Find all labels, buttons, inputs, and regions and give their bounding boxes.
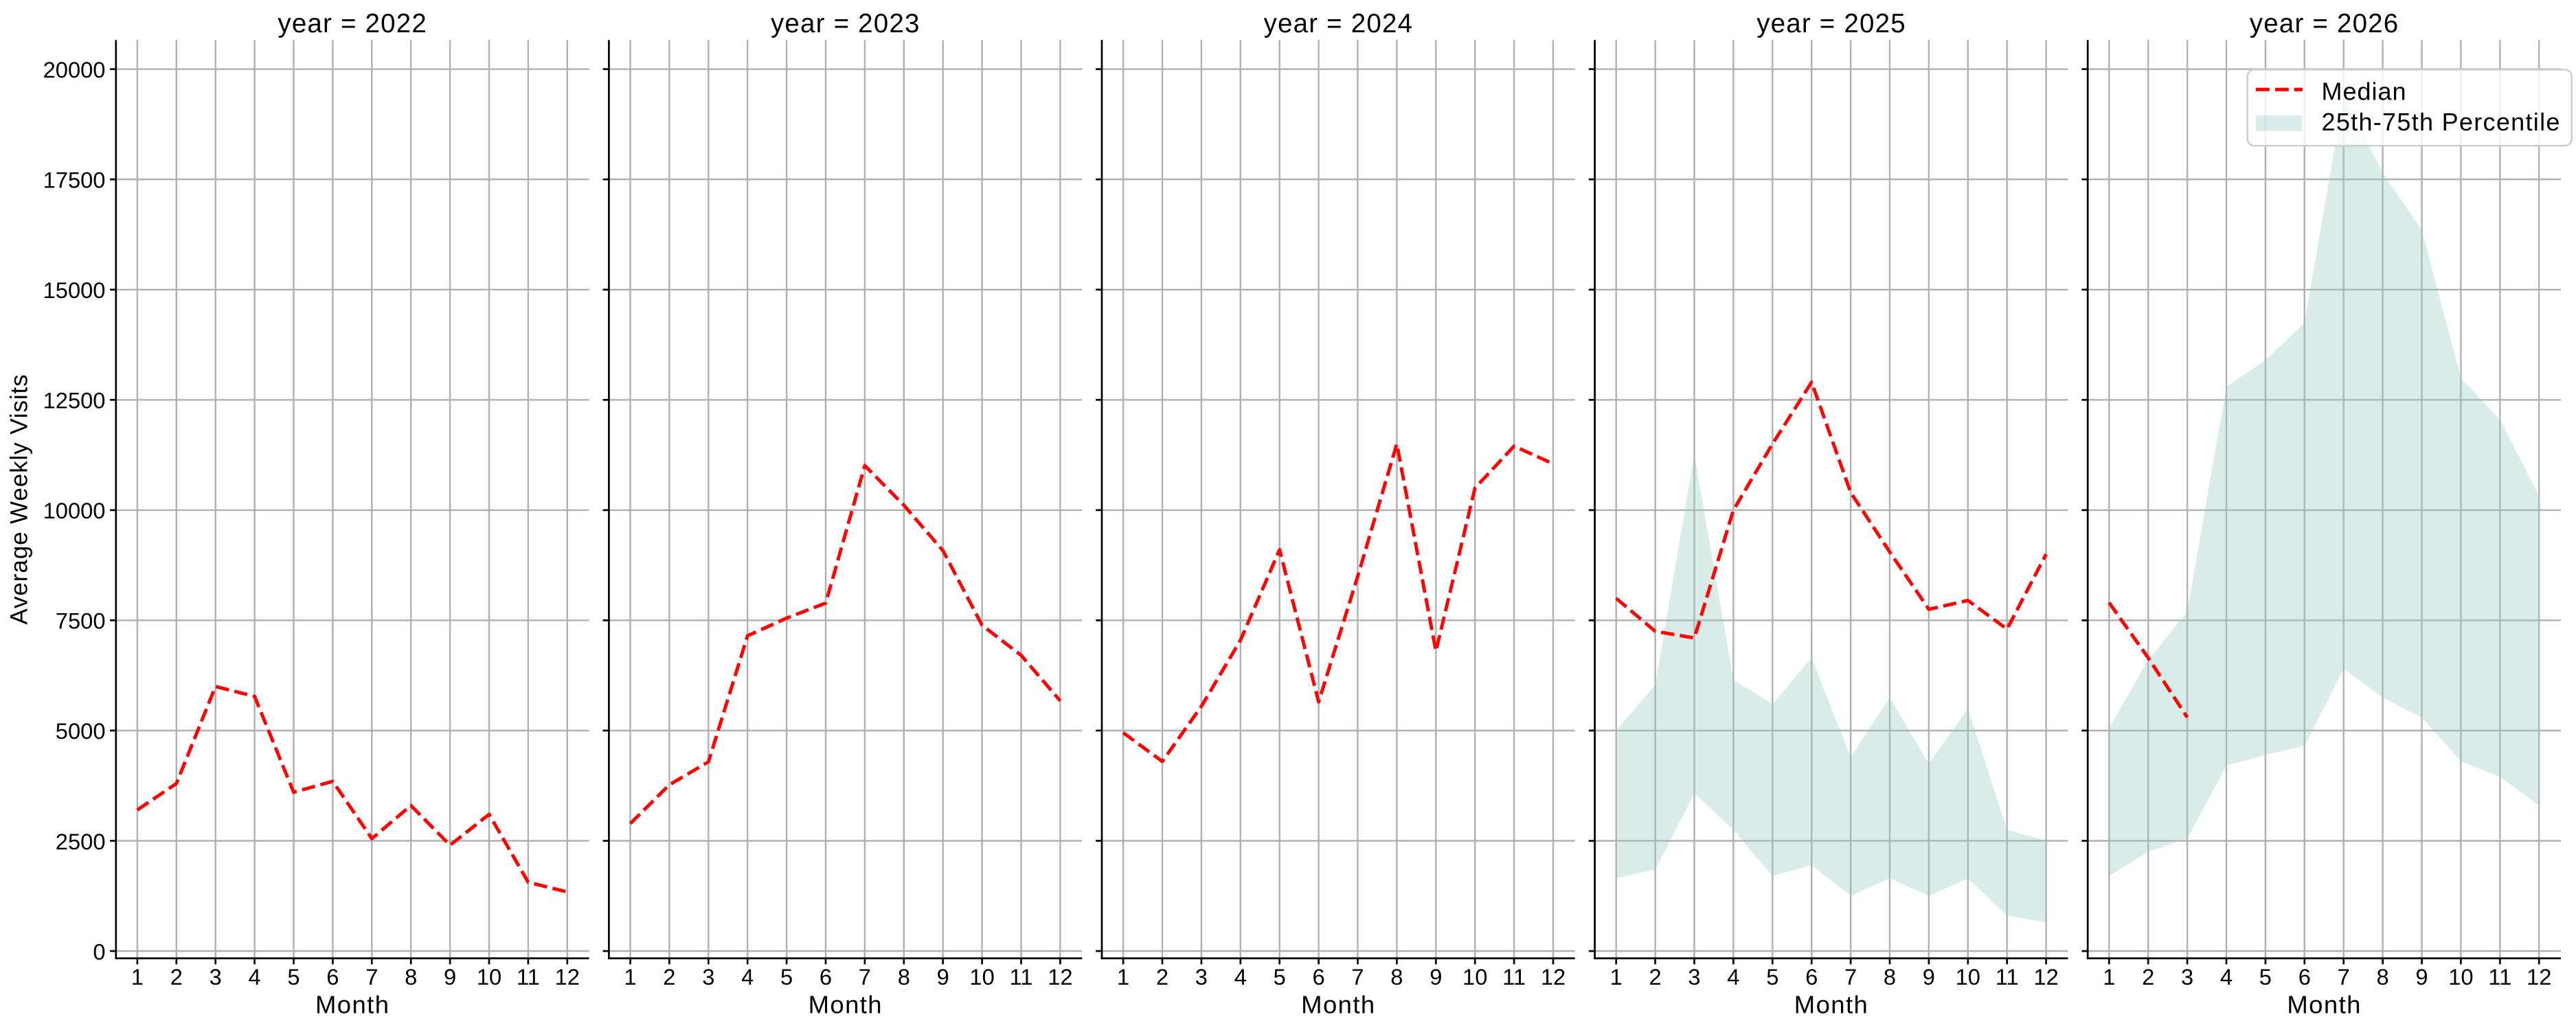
svg-text:4: 4	[741, 964, 754, 989]
svg-text:0: 0	[93, 939, 105, 964]
svg-text:5: 5	[287, 964, 300, 989]
svg-text:2500: 2500	[56, 829, 106, 854]
svg-text:Month: Month	[809, 990, 883, 1018]
svg-text:5: 5	[1766, 964, 1778, 989]
svg-text:11: 11	[2488, 964, 2511, 989]
svg-text:7: 7	[365, 964, 378, 989]
svg-text:Month: Month	[1301, 990, 1375, 1018]
svg-text:9: 9	[1430, 964, 1442, 989]
svg-text:6: 6	[1313, 964, 1325, 989]
svg-text:10: 10	[2448, 964, 2473, 989]
svg-text:12: 12	[555, 964, 580, 989]
svg-text:5: 5	[780, 964, 793, 989]
svg-text:10: 10	[969, 964, 994, 989]
svg-text:4: 4	[2220, 964, 2233, 989]
svg-text:1: 1	[131, 964, 144, 989]
svg-text:7: 7	[859, 964, 871, 989]
svg-text:Month: Month	[1794, 990, 1868, 1018]
svg-text:4: 4	[1234, 964, 1247, 989]
svg-text:15000: 15000	[43, 277, 106, 303]
svg-text:3: 3	[2181, 964, 2193, 989]
svg-text:Average Weekly Visits: Average Weekly Visits	[6, 374, 33, 624]
svg-text:8: 8	[405, 964, 417, 989]
svg-text:year = 2026: year = 2026	[2250, 9, 2399, 38]
svg-text:11: 11	[1996, 964, 2019, 989]
svg-text:4: 4	[249, 964, 261, 989]
svg-text:6: 6	[326, 964, 339, 989]
svg-text:5000: 5000	[56, 718, 106, 744]
svg-text:7: 7	[2338, 964, 2350, 989]
svg-text:9: 9	[1923, 964, 1935, 989]
svg-text:year = 2025: year = 2025	[1756, 9, 1906, 38]
svg-text:5: 5	[1274, 964, 1286, 989]
svg-text:2: 2	[1156, 964, 1168, 989]
svg-text:year = 2024: year = 2024	[1264, 9, 1414, 38]
svg-text:9: 9	[937, 964, 949, 989]
svg-text:20000: 20000	[43, 57, 106, 82]
svg-text:Month: Month	[2287, 990, 2361, 1018]
svg-text:17500: 17500	[43, 168, 106, 193]
svg-text:7: 7	[1844, 964, 1857, 989]
svg-text:12500: 12500	[43, 388, 106, 413]
svg-text:3: 3	[1195, 964, 1208, 989]
svg-text:1: 1	[2103, 964, 2115, 989]
svg-text:8: 8	[898, 964, 910, 989]
svg-text:1: 1	[1610, 964, 1623, 989]
svg-text:10: 10	[1462, 964, 1487, 989]
svg-text:year = 2023: year = 2023	[771, 9, 920, 38]
svg-text:8: 8	[1884, 964, 1896, 989]
svg-text:3: 3	[1688, 964, 1700, 989]
svg-text:Median: Median	[2322, 78, 2407, 106]
svg-text:2: 2	[663, 964, 675, 989]
svg-text:7500: 7500	[56, 608, 106, 634]
svg-text:11: 11	[517, 964, 540, 989]
svg-text:7: 7	[1351, 964, 1364, 989]
svg-text:10: 10	[477, 964, 501, 989]
svg-text:2: 2	[1649, 964, 1662, 989]
svg-text:12: 12	[2527, 964, 2551, 989]
svg-text:10: 10	[1956, 964, 1980, 989]
svg-text:6: 6	[1805, 964, 1818, 989]
svg-text:6: 6	[820, 964, 832, 989]
svg-text:6: 6	[2298, 964, 2311, 989]
svg-text:9: 9	[2415, 964, 2428, 989]
svg-text:2: 2	[170, 964, 183, 989]
svg-text:year = 2022: year = 2022	[278, 9, 427, 38]
svg-text:11: 11	[1502, 964, 1526, 989]
svg-text:11: 11	[1010, 964, 1033, 989]
svg-text:12: 12	[2033, 964, 2058, 989]
svg-text:12: 12	[1541, 964, 1566, 989]
svg-text:5: 5	[2259, 964, 2272, 989]
svg-text:25th-75th Percentile: 25th-75th Percentile	[2322, 108, 2561, 136]
svg-text:9: 9	[444, 964, 456, 989]
svg-text:8: 8	[2377, 964, 2389, 989]
svg-text:12: 12	[1048, 964, 1072, 989]
svg-text:10000: 10000	[43, 498, 106, 523]
svg-text:4: 4	[1727, 964, 1739, 989]
svg-text:1: 1	[624, 964, 636, 989]
svg-text:8: 8	[1390, 964, 1403, 989]
svg-text:3: 3	[210, 964, 222, 989]
svg-text:1: 1	[1117, 964, 1129, 989]
svg-text:Month: Month	[315, 990, 389, 1018]
svg-text:2: 2	[2142, 964, 2154, 989]
svg-text:3: 3	[702, 964, 714, 989]
